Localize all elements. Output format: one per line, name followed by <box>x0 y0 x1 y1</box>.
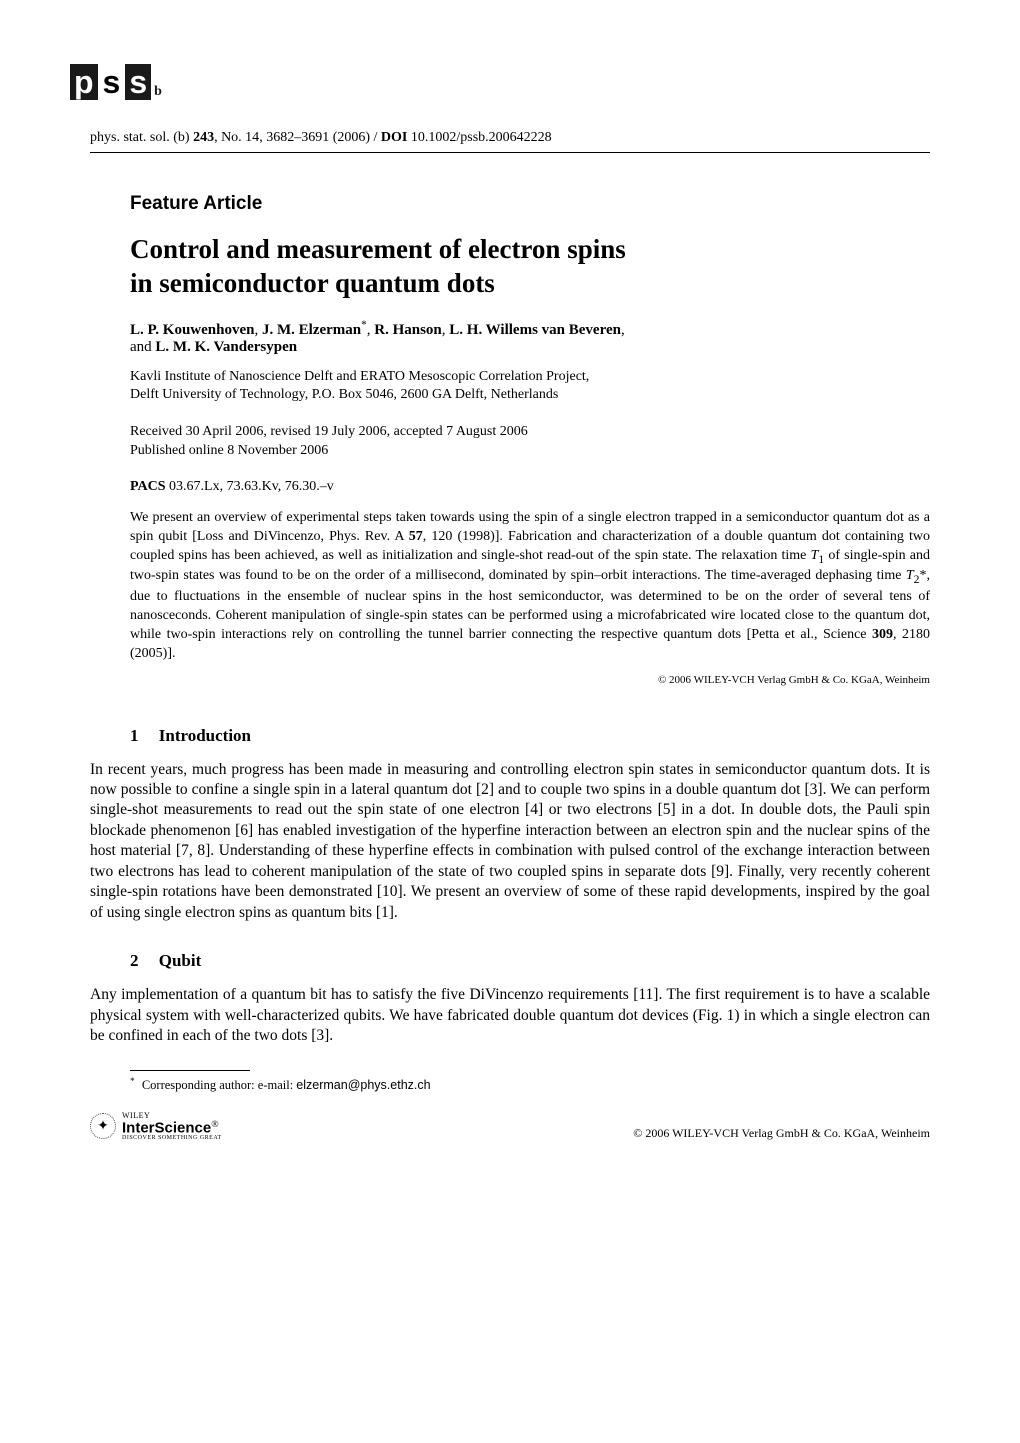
citation-rule <box>90 152 930 153</box>
page-footer: ✦ WILEY InterScience® DISCOVER SOMETHING… <box>90 1112 930 1141</box>
interscience-main: InterScience <box>122 1119 211 1136</box>
section-1-title: Introduction <box>159 726 251 745</box>
affiliation-line2: Delft University of Technology, P.O. Box… <box>130 387 558 402</box>
interscience-tag: DISCOVER SOMETHING GREAT <box>122 1135 222 1141</box>
dates-line1: Received 30 April 2006, revised 19 July … <box>130 424 528 439</box>
logo-letter-s2: s <box>129 66 147 98</box>
section-2-heading: 2 Qubit <box>130 951 930 971</box>
dates: Received 30 April 2006, revised 19 July … <box>130 423 930 461</box>
title-line1: Control and measurement of electron spin… <box>130 234 626 264</box>
author-3: R. Hanson <box>374 322 442 338</box>
author-5: L. M. K. Vandersypen <box>155 339 297 355</box>
interscience-logo: ✦ WILEY InterScience® DISCOVER SOMETHING… <box>90 1112 222 1141</box>
article-title: Control and measurement of electron spin… <box>130 233 930 301</box>
footnote-email: elzerman@phys.ethz.ch <box>296 1079 430 1093</box>
title-line2: in semiconductor quantum dots <box>130 268 495 298</box>
author-4: L. H. Willems van Beveren <box>449 322 621 338</box>
abstract-copyright: © 2006 WILEY-VCH Verlag GmbH & Co. KGaA,… <box>130 674 930 686</box>
logo-letter-p: p <box>74 66 94 98</box>
affiliation-line1: Kavli Institute of Nanoscience Delft and… <box>130 369 589 384</box>
doi: 10.1002/pssb.200642228 <box>411 130 552 145</box>
pacs-codes: 03.67.Lx, 73.63.Kv, 76.30.–v <box>169 479 334 494</box>
feature-article-label: Feature Article <box>130 193 930 215</box>
logo-suffix: b <box>154 84 162 100</box>
logo-letter-s1: s <box>103 66 121 98</box>
intro-paragraph: In recent years, much progress has been … <box>90 760 930 924</box>
interscience-icon: ✦ <box>90 1113 116 1139</box>
footnote-rule <box>130 1070 250 1071</box>
citation-line: phys. stat. sol. (b) 243, No. 14, 3682–3… <box>90 130 930 150</box>
doi-label: DOI <box>381 130 407 145</box>
journal-name: phys. stat. sol. (b) <box>90 130 190 145</box>
section-1-num: 1 <box>130 726 139 746</box>
section-2-title: Qubit <box>159 951 202 970</box>
year: 2006 <box>337 130 365 145</box>
affiliation: Kavli Institute of Nanoscience Delft and… <box>130 368 930 406</box>
pacs-label: PACS <box>130 479 166 494</box>
journal-logo: p s s b <box>70 40 930 100</box>
interscience-reg: ® <box>211 1119 218 1130</box>
dates-line2: Published online 8 November 2006 <box>130 443 328 458</box>
author-2: J. M. Elzerman <box>262 322 361 338</box>
volume: 243 <box>193 130 214 145</box>
authors-and: and <box>130 339 152 355</box>
author-1: L. P. Kouwenhoven <box>130 322 254 338</box>
footer-copyright: © 2006 WILEY-VCH Verlag GmbH & Co. KGaA,… <box>633 1126 930 1141</box>
section-2-num: 2 <box>130 951 139 971</box>
corresponding-footnote: * Corresponding author: e-mail: elzerman… <box>145 1077 930 1093</box>
footnote-text: Corresponding author: e-mail: <box>142 1079 296 1093</box>
footnote-marker: * <box>130 1077 135 1087</box>
authors: L. P. Kouwenhoven, J. M. Elzerman*, R. H… <box>130 319 930 356</box>
qubit-paragraph: Any implementation of a quantum bit has … <box>90 985 930 1046</box>
pacs: PACS 03.67.Lx, 73.63.Kv, 76.30.–v <box>130 479 930 495</box>
section-1-heading: 1 Introduction <box>130 726 930 746</box>
author-2-sup: * <box>361 319 367 331</box>
abstract: We present an overview of experimental s… <box>130 509 930 663</box>
issue: No. 14 <box>221 130 259 145</box>
pages: 3682–3691 <box>266 130 329 145</box>
